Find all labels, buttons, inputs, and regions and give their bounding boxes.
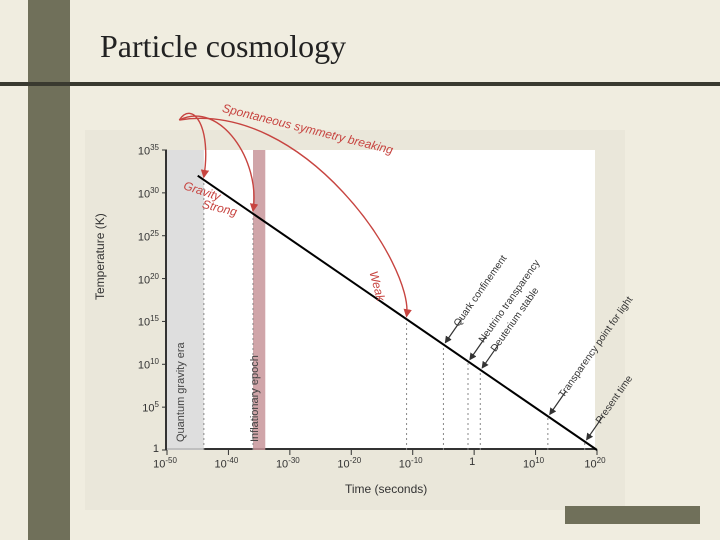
- y-tick-label: 1: [129, 443, 159, 455]
- era-label: Quantum gravity era: [175, 342, 187, 442]
- y-axis-title: Temperature (K): [93, 213, 107, 300]
- symmetry-breaking-label: Spontaneous symmetry breaking: [221, 101, 395, 157]
- slide-title-area: Particle cosmology: [100, 28, 346, 65]
- x-tick-label: 1020: [578, 456, 612, 471]
- x-tick-label: 10-20: [332, 456, 366, 471]
- x-tick-label: 1: [455, 456, 489, 468]
- slide-title: Particle cosmology: [100, 28, 346, 65]
- cosmology-chart: Temperature (K) Time (seconds) Quantum g…: [85, 130, 625, 510]
- horizontal-rule: [0, 82, 720, 86]
- event-label: Present time: [594, 373, 635, 425]
- y-tick-label: 105: [129, 400, 159, 415]
- x-tick-label: 10-50: [148, 456, 182, 471]
- x-axis-title: Time (seconds): [345, 482, 427, 496]
- y-tick-label: 1010: [129, 357, 159, 372]
- x-tick-label: 10-10: [394, 456, 428, 471]
- accent-block: [565, 506, 700, 524]
- y-tick-label: 1025: [129, 229, 159, 244]
- y-tick-label: 1020: [129, 272, 159, 287]
- x-tick-label: 10-30: [271, 456, 305, 471]
- left-sidebar-stripe: [28, 0, 70, 540]
- x-tick-label: 10-40: [209, 456, 243, 471]
- y-tick-label: 1030: [129, 186, 159, 201]
- y-tick-label: 1035: [129, 143, 159, 158]
- y-tick-label: 1015: [129, 314, 159, 329]
- era-label: Inflationary epoch: [249, 355, 261, 442]
- x-tick-label: 1010: [517, 456, 551, 471]
